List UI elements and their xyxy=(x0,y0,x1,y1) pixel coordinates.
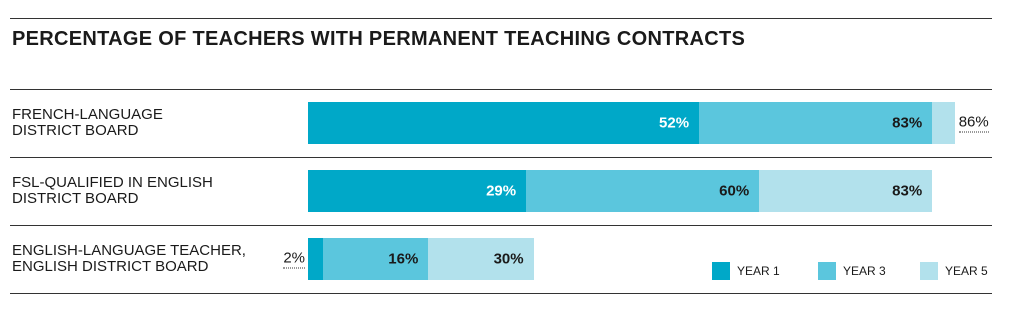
value-label: 83% xyxy=(892,182,923,200)
row-rule xyxy=(10,157,992,158)
value-label: 86% xyxy=(958,113,989,133)
category-label: FSL-QUALIFIED IN ENGLISH DISTRICT BOARD xyxy=(12,174,213,207)
legend-label: YEAR 3 xyxy=(843,264,886,278)
row-rule xyxy=(10,293,992,294)
row-rule xyxy=(10,225,992,226)
category-label: FRENCH-LANGUAGE DISTRICT BOARD xyxy=(12,106,163,139)
legend-label: YEAR 5 xyxy=(945,264,988,278)
chart-title: PERCENTAGE OF TEACHERS WITH PERMANENT TE… xyxy=(12,28,746,50)
legend-label: YEAR 1 xyxy=(737,264,780,278)
category-label: ENGLISH-LANGUAGE TEACHER, ENGLISH DISTRI… xyxy=(12,242,246,275)
bar xyxy=(308,238,324,280)
row-rule xyxy=(10,89,992,90)
value-label: 29% xyxy=(486,182,517,200)
value-label: 2% xyxy=(283,249,305,269)
value-label: 30% xyxy=(493,250,524,268)
value-label: 60% xyxy=(719,182,750,200)
value-label: 52% xyxy=(659,114,690,132)
legend-swatch xyxy=(920,262,938,280)
bar xyxy=(308,238,429,280)
bar xyxy=(308,170,527,212)
legend-swatch xyxy=(712,262,730,280)
bar xyxy=(308,102,700,144)
top-rule xyxy=(10,18,992,19)
value-label: 83% xyxy=(892,114,923,132)
value-label: 16% xyxy=(388,250,419,268)
legend-swatch xyxy=(818,262,836,280)
